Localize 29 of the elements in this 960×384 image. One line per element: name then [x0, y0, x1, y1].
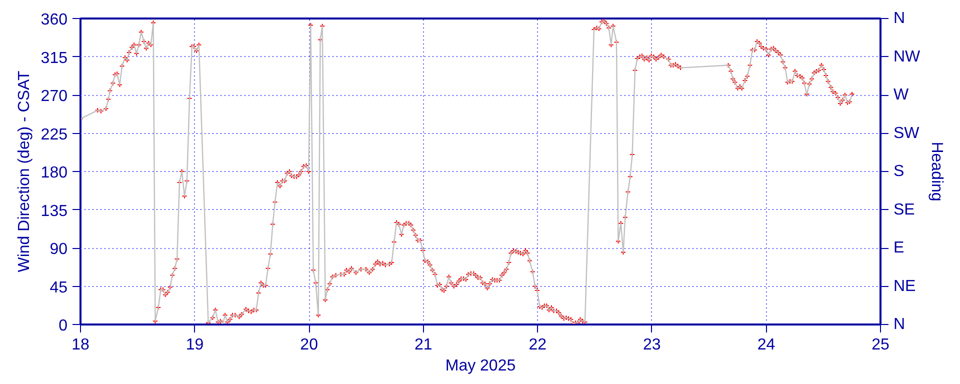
category-label: N [894, 10, 906, 27]
x-tick-label: 19 [186, 336, 204, 354]
category-label: E [894, 240, 904, 256]
y-tick-label: 180 [40, 164, 68, 182]
category-label: NW [894, 48, 920, 66]
x-tick-label: 20 [300, 336, 318, 354]
y-axis-title: Wind Direction (deg) - CSAT [16, 70, 33, 272]
category-label: W [894, 86, 909, 104]
x-tick-label: 22 [528, 336, 547, 354]
y-tick-label: 360 [40, 12, 68, 28]
x-tick-label: 25 [872, 336, 890, 354]
y2-axis-title: Heading [928, 142, 946, 202]
category-label: SE [894, 201, 915, 218]
x-tick-label: 23 [643, 336, 661, 354]
y-tick-label: 270 [40, 88, 68, 105]
y-tick-label: 45 [50, 279, 68, 296]
y-tick-label: 135 [40, 202, 68, 220]
y-tick-label: 225 [40, 126, 68, 144]
x-tick-label: 18 [72, 336, 90, 354]
category-label: S [894, 163, 904, 180]
y-tick-label: 0 [58, 318, 68, 334]
y-tick-label: 90 [50, 241, 68, 258]
y-tick-label: 315 [40, 50, 68, 67]
category-label: N [894, 316, 906, 333]
category-label: SW [894, 124, 920, 142]
x-tick-label: 24 [757, 336, 776, 354]
x-axis-title: May 2025 [445, 358, 516, 374]
category-label: NE [894, 278, 916, 295]
x-tick-label: 21 [414, 336, 432, 354]
